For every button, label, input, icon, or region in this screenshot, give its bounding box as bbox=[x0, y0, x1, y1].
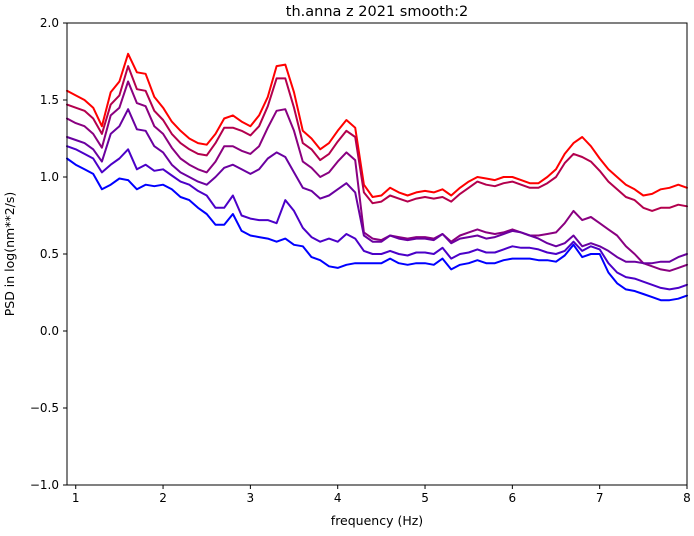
y-tick-label: 1.5 bbox=[40, 93, 59, 107]
y-tick-label: 2.0 bbox=[40, 16, 59, 30]
tick-layer: 1 2 3 4 5 6 7 8 −1.0 −0.5 0.0 0.5 1.0 1.5 2.0 bbox=[30, 16, 691, 505]
y-axis-label: PSD in log(nm**2/s) bbox=[2, 192, 17, 317]
psd-series-line-4 bbox=[66, 108, 688, 265]
x-axis-label: frequency (Hz) bbox=[331, 513, 423, 528]
psd-series-line-6 bbox=[66, 157, 688, 302]
x-tick-label: 5 bbox=[421, 491, 429, 505]
x-tick-label: 3 bbox=[247, 491, 255, 505]
x-tick-label: 2 bbox=[159, 491, 167, 505]
psd-series-line-5 bbox=[66, 145, 688, 291]
y-tick-label: −1.0 bbox=[30, 478, 59, 492]
x-tick-label: 8 bbox=[683, 491, 691, 505]
chart-title: th.anna z 2021 smooth:2 bbox=[286, 4, 468, 20]
psd-series-line-3 bbox=[66, 80, 688, 272]
psd-series-line-2 bbox=[66, 65, 688, 212]
y-tick-label: 1.0 bbox=[40, 170, 59, 184]
x-tick-label: 4 bbox=[334, 491, 342, 505]
y-tick-label: 0.5 bbox=[40, 247, 59, 261]
series-layer bbox=[66, 52, 688, 302]
x-tick-label: 6 bbox=[509, 491, 517, 505]
x-tick-label: 7 bbox=[596, 491, 604, 505]
psd-series-line-1 bbox=[66, 52, 688, 198]
plot-frame bbox=[66, 22, 688, 486]
x-tick-label: 1 bbox=[72, 491, 80, 505]
y-tick-label: 0.0 bbox=[40, 324, 59, 338]
y-tick-label: −0.5 bbox=[30, 401, 59, 415]
